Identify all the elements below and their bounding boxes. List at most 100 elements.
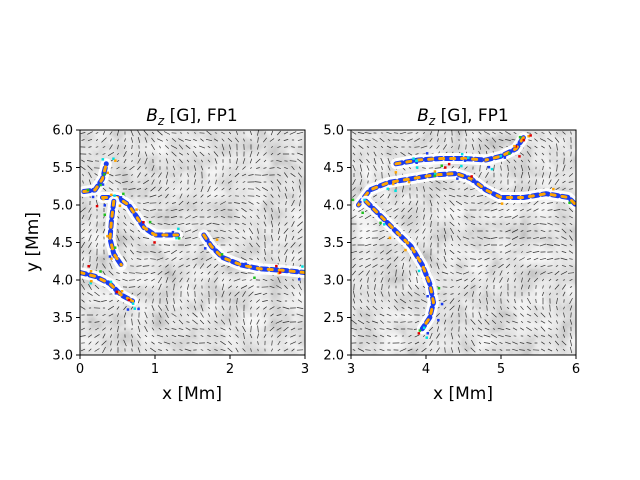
field-pixel xyxy=(363,198,366,202)
field-pixel xyxy=(361,211,364,214)
field-band-orange xyxy=(364,199,435,331)
field-pixel xyxy=(518,155,521,158)
panel-left-arrows xyxy=(80,130,304,354)
field-pixel xyxy=(99,270,102,273)
field-pixel xyxy=(148,220,152,224)
field-pixel xyxy=(89,281,92,285)
field-pixel xyxy=(277,271,280,275)
field-pixel xyxy=(106,171,109,175)
field-pixel xyxy=(204,247,207,250)
field-pixel xyxy=(215,238,219,241)
panel-right-title: Bz [G], FP1 xyxy=(417,106,508,128)
y-tick-label: 3.0 xyxy=(52,349,73,364)
field-pixel xyxy=(482,158,485,161)
field-pixel xyxy=(101,158,105,161)
panel-left-xlabel: x [Mm] xyxy=(162,384,222,404)
field-pixel xyxy=(122,192,125,196)
field-pixel xyxy=(529,134,532,137)
field-pixel xyxy=(513,144,516,148)
y-tick-label: 4.5 xyxy=(323,161,344,176)
field-pixel xyxy=(460,164,463,168)
field-pixel xyxy=(133,307,136,310)
field-pixel xyxy=(388,236,392,240)
field-pixel xyxy=(87,265,90,268)
field-pixel xyxy=(298,278,301,281)
field-pixel xyxy=(110,257,113,260)
field-pixel xyxy=(171,230,175,234)
field-pixel xyxy=(568,201,571,205)
field-pixel xyxy=(89,270,93,273)
field-pixel xyxy=(471,179,475,182)
y-tick-label: 3.5 xyxy=(52,311,73,326)
field-pixel xyxy=(120,290,124,293)
field-pixel xyxy=(463,159,467,162)
panel-left-field-map xyxy=(80,130,305,355)
field-pixel xyxy=(456,177,459,180)
field-pixel xyxy=(522,138,526,142)
field-pixel xyxy=(394,189,397,192)
field-pixel xyxy=(73,276,76,279)
field-pixel xyxy=(108,255,112,258)
x-tick-label: 6 xyxy=(572,362,580,377)
y-tick-label: 5.0 xyxy=(52,199,73,214)
field-pixel xyxy=(177,227,180,231)
field-pixel xyxy=(110,193,113,197)
field-pixel xyxy=(394,171,398,174)
field-pixel xyxy=(500,202,504,205)
panel-right-xlabel: x [Mm] xyxy=(433,384,493,404)
field-pixel xyxy=(175,236,178,240)
y-tick-label: 3.0 xyxy=(323,274,344,289)
field-band-orange xyxy=(108,199,123,267)
field-pixel xyxy=(114,292,118,295)
field-pixel xyxy=(508,152,511,155)
x-tick-label: 2 xyxy=(226,362,234,377)
y-tick-label: 5.5 xyxy=(52,161,73,176)
field-pixel xyxy=(417,332,421,335)
field-pixel xyxy=(113,194,116,197)
field-pixel xyxy=(142,221,145,224)
field-pixel xyxy=(90,280,93,283)
field-pixel xyxy=(113,246,117,249)
panel-left-title: Bz [G], FP1 xyxy=(146,106,237,128)
field-pixel xyxy=(244,262,247,265)
field-pixel xyxy=(490,167,494,171)
field-pixel xyxy=(99,183,102,187)
field-pixel xyxy=(426,332,429,335)
panel-right-ticks: 3 4 5 6 2.0 2.5 3.0 3.5 4.0 4.5 5.0 xyxy=(323,124,580,378)
field-pixel xyxy=(412,157,415,160)
field-pixel xyxy=(103,213,106,216)
field-pixel xyxy=(135,208,138,211)
field-pixel xyxy=(137,307,140,311)
field-pixel xyxy=(95,204,99,208)
y-tick-label: 4.5 xyxy=(52,236,73,251)
field-pixel xyxy=(440,302,444,306)
field-pixel xyxy=(415,161,418,164)
field-pixel xyxy=(447,162,451,166)
x-tick-label: 3 xyxy=(301,362,309,377)
field-pixel xyxy=(127,298,131,302)
field-pixel xyxy=(415,159,419,162)
y-tick-label: 5.0 xyxy=(323,124,344,139)
field-pixel xyxy=(106,234,109,238)
panel-right: Bz [G], FP1 3 4 5 6 2.0 2.5 3.0 3.5 4.0 4.5 5.0 x … xyxy=(323,106,580,404)
field-pixel xyxy=(379,221,382,225)
x-tick-label: 5 xyxy=(497,362,505,377)
field-pixel xyxy=(131,299,134,303)
field-pixel xyxy=(386,187,389,191)
y-tick-label: 4.0 xyxy=(323,199,344,214)
panel-left-ylabel: y [Mm] xyxy=(23,212,43,272)
field-band-orange xyxy=(80,271,134,303)
y-tick-label: 2.5 xyxy=(323,311,344,326)
field-pixel xyxy=(440,164,443,167)
panel-left: Bz [G], FP1 0 1 2 3 3.0 3.5 4.0 4.5 5.0 5.5 6.0 x … xyxy=(23,106,309,404)
field-pixel xyxy=(425,336,428,339)
field-pixel xyxy=(444,166,447,169)
arrow-field xyxy=(80,130,304,354)
field-pixel xyxy=(153,241,156,244)
field-pixel xyxy=(460,152,464,156)
panel-left-ticks: 0 1 2 3 3.0 3.5 4.0 4.5 5.0 5.5 6.0 xyxy=(52,124,309,378)
field-pixel xyxy=(103,173,106,176)
field-pixel xyxy=(392,182,395,186)
field-pixel xyxy=(382,223,386,226)
